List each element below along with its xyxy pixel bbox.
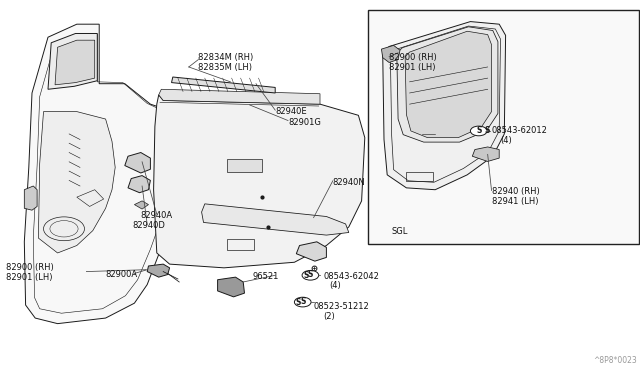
Text: 82940A: 82940A bbox=[141, 211, 173, 220]
Polygon shape bbox=[159, 89, 320, 104]
Polygon shape bbox=[405, 31, 492, 138]
Text: 96521: 96521 bbox=[253, 272, 279, 280]
Polygon shape bbox=[472, 147, 499, 161]
Text: S: S bbox=[303, 271, 308, 280]
Text: 82940E: 82940E bbox=[275, 107, 307, 116]
Text: 82900 (RH): 82900 (RH) bbox=[6, 263, 54, 272]
Circle shape bbox=[294, 297, 311, 307]
Text: 82901 (LH): 82901 (LH) bbox=[389, 63, 436, 72]
Text: (4): (4) bbox=[330, 281, 341, 290]
FancyBboxPatch shape bbox=[227, 159, 262, 172]
Polygon shape bbox=[128, 176, 150, 193]
Text: 82940 (RH): 82940 (RH) bbox=[492, 187, 540, 196]
Polygon shape bbox=[296, 242, 326, 261]
Text: ^8P8*0023: ^8P8*0023 bbox=[593, 356, 637, 365]
Text: (2): (2) bbox=[323, 312, 335, 321]
Text: S: S bbox=[300, 297, 305, 306]
Polygon shape bbox=[218, 277, 244, 297]
Polygon shape bbox=[134, 201, 148, 209]
Text: (4): (4) bbox=[500, 136, 512, 145]
Polygon shape bbox=[24, 24, 176, 324]
Text: S: S bbox=[476, 126, 481, 135]
Text: 08543-62012: 08543-62012 bbox=[492, 126, 547, 135]
Text: 82941 (LH): 82941 (LH) bbox=[492, 197, 538, 206]
Polygon shape bbox=[48, 33, 97, 89]
Text: 82940N: 82940N bbox=[333, 178, 365, 187]
Polygon shape bbox=[202, 204, 349, 235]
Polygon shape bbox=[154, 95, 365, 268]
FancyBboxPatch shape bbox=[368, 10, 639, 244]
Text: 82940D: 82940D bbox=[132, 221, 165, 230]
Text: 08523-51212: 08523-51212 bbox=[314, 302, 369, 311]
Circle shape bbox=[302, 270, 319, 280]
Polygon shape bbox=[55, 40, 95, 85]
Text: 08543-62042: 08543-62042 bbox=[323, 272, 379, 280]
Text: 82900A: 82900A bbox=[106, 270, 138, 279]
Text: S: S bbox=[308, 270, 313, 279]
Text: 82834M (RH): 82834M (RH) bbox=[198, 53, 253, 62]
Text: 82901 (LH): 82901 (LH) bbox=[6, 273, 53, 282]
Text: S: S bbox=[484, 126, 490, 135]
Polygon shape bbox=[172, 77, 275, 93]
Polygon shape bbox=[38, 112, 115, 253]
Polygon shape bbox=[125, 153, 150, 173]
Text: SGL: SGL bbox=[392, 227, 408, 236]
Polygon shape bbox=[381, 45, 400, 62]
Polygon shape bbox=[397, 27, 498, 142]
Polygon shape bbox=[24, 186, 37, 210]
Text: 82900 (RH): 82900 (RH) bbox=[389, 53, 437, 62]
Text: 82901G: 82901G bbox=[288, 118, 321, 126]
Polygon shape bbox=[147, 264, 170, 277]
Text: S: S bbox=[296, 298, 301, 307]
Polygon shape bbox=[383, 22, 506, 190]
Text: 82835M (LH): 82835M (LH) bbox=[198, 63, 252, 72]
Circle shape bbox=[470, 126, 487, 136]
